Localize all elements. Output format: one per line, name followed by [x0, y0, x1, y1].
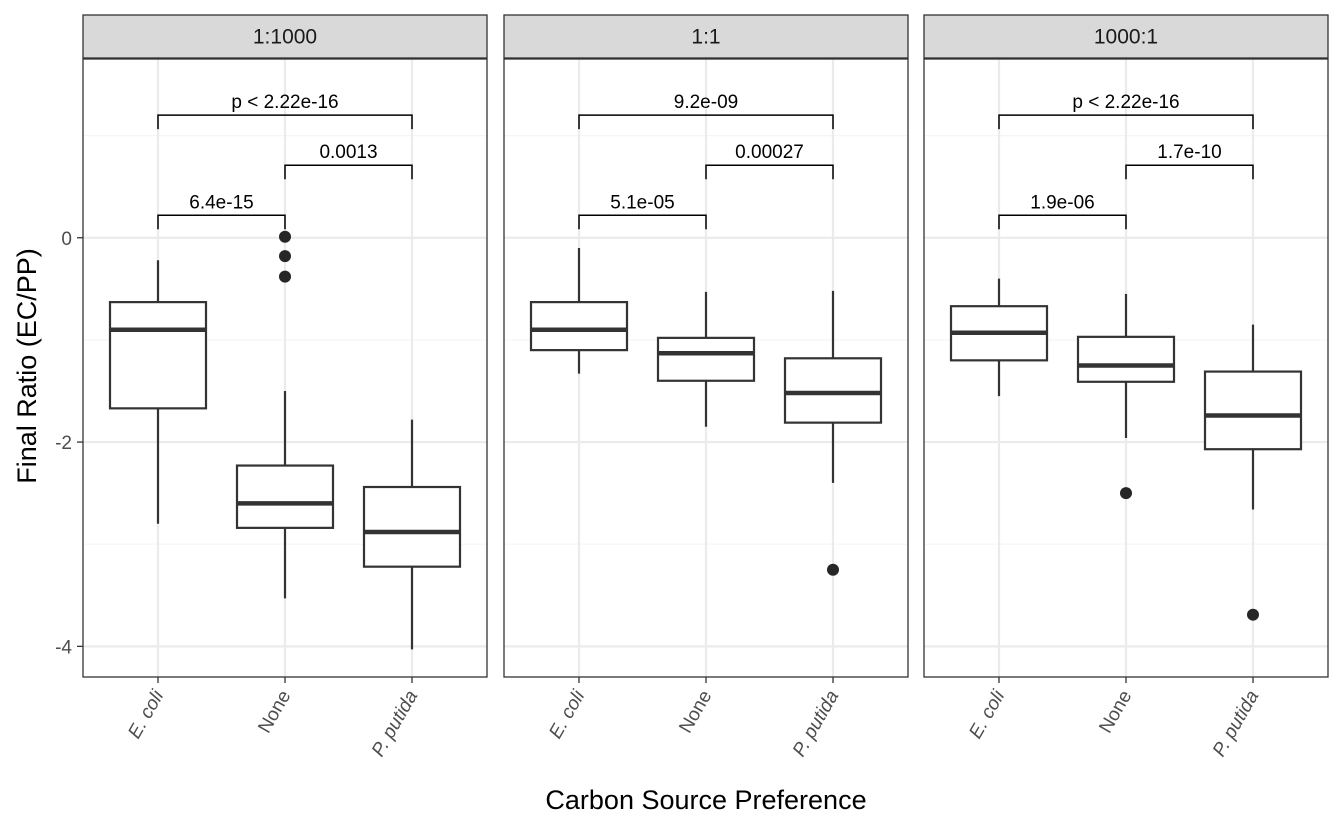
p-value-label: p < 2.22e-16 [1072, 92, 1179, 113]
box-iqr [1203, 370, 1303, 451]
facet-panel-3: 1.9e-06 1.7e-10 p < 2.22e-16 1000:1 E. coli N… [923, 14, 1329, 760]
box-ecoli [529, 247, 629, 374]
facet-panel-2: 5.1e-05 0.00027 9.2e-09 1:1 E. coli None P. pu… [503, 14, 909, 760]
x-tick-label: E. coli [124, 686, 168, 742]
comparison-bracket [284, 164, 413, 180]
facet-panels: 6.4e-15 0.0013 p < 2.22e-16 1:1000 E. coli No… [55, 14, 1329, 760]
p-value-label: 0.0013 [319, 142, 377, 163]
x-tick-label: E. coli [965, 686, 1009, 742]
comparison-bracket [1125, 164, 1254, 180]
p-value-label: 5.1e-05 [610, 192, 674, 213]
x-tick-label: E. coli [545, 686, 589, 742]
y-tick-label: -2 [55, 433, 72, 454]
box-ecoli [949, 278, 1049, 397]
p-value-label: 9.2e-09 [674, 92, 738, 113]
outlier-point [827, 563, 839, 576]
y-axis-title: Final Ratio (EC/PP) [12, 248, 42, 484]
x-tick-label: None [254, 687, 295, 737]
facet-strip [923, 14, 1329, 59]
box-pputida [362, 419, 462, 650]
p-value-label: 6.4e-15 [189, 192, 253, 213]
outlier-point [1120, 487, 1132, 500]
facet-strip-label: 1:1000 [253, 26, 317, 49]
comparison-bracket [157, 114, 413, 130]
facet-panel-1: 6.4e-15 0.0013 p < 2.22e-16 1:1000 E. coli No… [82, 14, 488, 760]
comparison-bracket [157, 214, 286, 230]
x-tick-label: None [675, 687, 716, 737]
box-none [235, 230, 335, 599]
y-tick-label: -4 [55, 637, 72, 658]
box-pputida [783, 290, 883, 576]
x-tick-label: P. putida [1209, 687, 1263, 760]
p-value-label: 1.9e-06 [1030, 192, 1094, 213]
p-value-label: 1.7e-10 [1157, 142, 1221, 163]
comparison-bracket [998, 114, 1254, 130]
outlier-point [1247, 608, 1259, 621]
box-iqr [529, 301, 629, 352]
box-iqr [1076, 335, 1176, 383]
comparison-bracket [705, 164, 834, 180]
p-value-label: 0.00027 [735, 142, 804, 163]
comparison-bracket [998, 214, 1127, 230]
outlier-point [279, 230, 291, 243]
x-tick-label: None [1095, 687, 1136, 737]
facet-strip-label: 1:1 [691, 26, 720, 49]
x-tick-label: P. putida [368, 687, 422, 760]
facet-strip [82, 14, 488, 59]
y-tick-label: 0 [61, 229, 72, 250]
box-iqr [656, 336, 756, 382]
facet-strip-label: 1000:1 [1094, 26, 1158, 49]
box-pputida [1203, 324, 1303, 621]
box-iqr [783, 357, 883, 424]
comparison-bracket [578, 214, 707, 230]
facet-strip [503, 14, 909, 59]
outlier-point [279, 270, 291, 283]
outlier-point [279, 250, 291, 263]
box-ecoli [108, 260, 208, 524]
box-none [656, 291, 756, 427]
box-none [1076, 293, 1176, 500]
box-iqr [108, 301, 208, 410]
box-iqr [235, 464, 335, 529]
x-axis-title: Carbon Source Preference [545, 785, 866, 815]
p-value-label: p < 2.22e-16 [231, 92, 338, 113]
comparison-bracket [578, 114, 834, 130]
x-tick-label: P. putida [789, 687, 843, 760]
box-iqr [362, 485, 462, 568]
